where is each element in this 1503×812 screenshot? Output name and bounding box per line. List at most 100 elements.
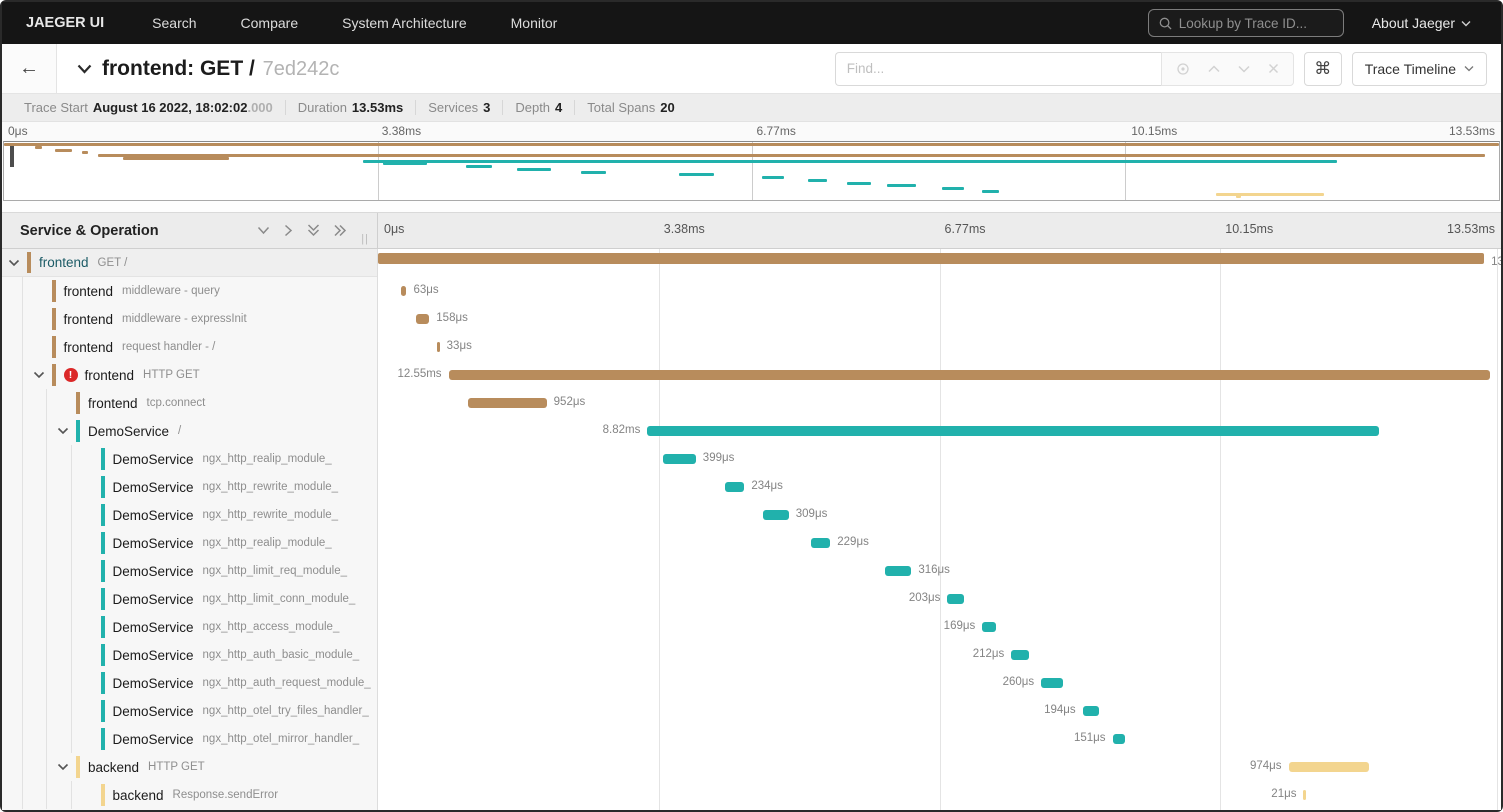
span-row-label[interactable]: DemoService ngx_http_realip_module_ xyxy=(2,529,377,557)
span-row-timeline[interactable]: 8.82ms xyxy=(378,417,1501,445)
indent-guide xyxy=(21,697,23,725)
find-prev-icon[interactable] xyxy=(1208,64,1220,73)
span-duration-bar[interactable] xyxy=(436,342,440,352)
trace-lookup-input[interactable]: Lookup by Trace ID... xyxy=(1147,9,1344,37)
span-service-name: frontend xyxy=(63,283,114,299)
chevron-down-icon[interactable] xyxy=(33,371,45,379)
chevron-down-icon[interactable] xyxy=(57,427,69,435)
expand-all-icon[interactable] xyxy=(334,224,347,237)
span-row-timeline[interactable]: 212μs xyxy=(378,641,1501,669)
find-next-icon[interactable] xyxy=(1238,65,1250,73)
span-duration-bar[interactable] xyxy=(378,253,1485,264)
span-duration-label: 952μs xyxy=(553,396,586,408)
span-row-timeline[interactable]: 194μs xyxy=(378,697,1501,725)
nav-item-system-architecture[interactable]: System Architecture xyxy=(342,15,467,31)
span-row-timeline[interactable]: 229μs xyxy=(378,529,1501,557)
span-row-timeline[interactable]: 234μs xyxy=(378,473,1501,501)
span-row-label[interactable]: DemoService ngx_http_otel_try_files_handl… xyxy=(2,697,377,725)
span-row-label[interactable]: DemoService ngx_http_otel_mirror_handler_ xyxy=(2,725,377,753)
span-row-label[interactable]: DemoService ngx_http_realip_module_ xyxy=(2,445,377,473)
span-row-label[interactable]: backend Response.sendError xyxy=(2,781,377,809)
span-row-label[interactable]: ! frontend HTTP GET xyxy=(2,361,377,389)
span-duration-bar[interactable] xyxy=(724,482,745,492)
span-row-label[interactable]: DemoService ngx_http_limit_conn_module_ xyxy=(2,585,377,613)
span-row-label[interactable]: frontend request handler - / xyxy=(2,333,377,361)
span-duration-bar[interactable] xyxy=(1082,706,1099,716)
span-duration-label: 158μs xyxy=(436,312,468,324)
minimap-span-bar xyxy=(54,148,73,152)
span-row-timeline[interactable]: 399μs xyxy=(378,445,1501,473)
span-row-label[interactable]: frontend middleware - query xyxy=(2,277,377,305)
span-row-timeline[interactable]: 158μs xyxy=(378,305,1501,333)
span-row-label[interactable]: DemoService ngx_http_rewrite_module_ xyxy=(2,501,377,529)
clear-find-icon[interactable] xyxy=(1268,63,1279,74)
span-duration-bar[interactable] xyxy=(1112,734,1126,744)
nav-item-monitor[interactable]: Monitor xyxy=(510,15,558,31)
span-duration-bar[interactable] xyxy=(1041,678,1063,688)
span-row-timeline[interactable]: 12.55ms xyxy=(378,361,1501,389)
column-resize-handle[interactable]: || xyxy=(361,233,369,245)
collapse-all-icon[interactable] xyxy=(307,224,320,237)
about-jaeger-menu[interactable]: About Jaeger xyxy=(1372,15,1471,31)
span-duration-bar[interactable] xyxy=(947,594,965,604)
span-duration-bar[interactable] xyxy=(811,538,831,548)
chevron-down-icon[interactable] xyxy=(57,763,69,771)
span-row-timeline[interactable]: 13.53ms xyxy=(378,249,1501,277)
minimap-drag-handle[interactable] xyxy=(10,143,14,167)
minimap-span-bar xyxy=(580,170,607,174)
span-color-bar xyxy=(100,672,105,694)
span-row-timeline[interactable]: 169μs xyxy=(378,613,1501,641)
span-row-label[interactable]: frontend GET / xyxy=(2,249,377,277)
keyboard-shortcuts-button[interactable]: ⌘ xyxy=(1303,51,1342,86)
expand-one-icon[interactable] xyxy=(284,224,293,237)
span-row-label[interactable]: backend HTTP GET xyxy=(2,753,377,781)
collapse-trace-chevron-icon[interactable] xyxy=(77,64,92,74)
span-duration-bar[interactable] xyxy=(647,426,1380,436)
span-row-timeline[interactable]: 309μs xyxy=(378,501,1501,529)
span-row-label[interactable]: DemoService ngx_http_auth_request_module_ xyxy=(2,669,377,697)
span-duration-label: 260μs xyxy=(1002,676,1035,688)
nav-item-compare[interactable]: Compare xyxy=(240,15,299,31)
span-row-label[interactable]: DemoService ngx_http_access_module_ xyxy=(2,613,377,641)
chevron-down-icon[interactable] xyxy=(8,259,20,267)
span-row-timeline[interactable]: 260μs xyxy=(378,669,1501,697)
span-operation-name: ngx_http_rewrite_module_ xyxy=(202,509,339,521)
span-duration-label: 33μs xyxy=(446,340,472,352)
span-row-label[interactable]: frontend middleware - expressInit xyxy=(2,305,377,333)
span-duration-bar[interactable] xyxy=(1303,790,1306,800)
span-row-label[interactable]: DemoService ngx_http_limit_req_module_ xyxy=(2,557,377,585)
find-input[interactable] xyxy=(834,51,1161,86)
trace-view-selector[interactable]: Trace Timeline xyxy=(1351,51,1487,86)
span-duration-bar[interactable] xyxy=(1011,650,1029,660)
span-row-timeline[interactable]: 316μs xyxy=(378,557,1501,585)
span-color-bar xyxy=(100,504,105,526)
nav-item-search[interactable]: Search xyxy=(152,15,197,31)
span-duration-bar[interactable] xyxy=(885,566,912,576)
span-row-timeline[interactable]: 63μs xyxy=(378,277,1501,305)
span-row-timeline[interactable]: 33μs xyxy=(378,333,1501,361)
span-row-timeline[interactable]: 203μs xyxy=(378,585,1501,613)
span-row-label[interactable]: frontend tcp.connect xyxy=(2,389,377,417)
span-duration-bar[interactable] xyxy=(662,454,696,464)
span-row-label[interactable]: DemoService ngx_http_auth_basic_module_ xyxy=(2,641,377,669)
span-duration-bar[interactable] xyxy=(1288,762,1370,772)
span-row-timeline[interactable]: 952μs xyxy=(378,389,1501,417)
span-duration-bar[interactable] xyxy=(763,510,789,520)
span-duration-bar[interactable] xyxy=(401,286,407,296)
locate-icon[interactable] xyxy=(1176,62,1190,76)
span-row-label[interactable]: DemoService ngx_http_rewrite_module_ xyxy=(2,473,377,501)
span-row-timeline[interactable]: 21μs xyxy=(378,781,1501,809)
minimap-canvas[interactable] xyxy=(3,141,1500,201)
span-row-timeline[interactable]: 974μs xyxy=(378,753,1501,781)
app-logo[interactable]: JAEGER UI xyxy=(26,15,105,31)
span-row-label[interactable]: DemoService / xyxy=(2,417,377,445)
back-button[interactable]: ← xyxy=(2,44,57,93)
back-arrow-icon: ← xyxy=(19,57,39,79)
collapse-one-icon[interactable] xyxy=(257,226,270,235)
span-duration-bar[interactable] xyxy=(982,622,997,632)
indent-guide xyxy=(70,725,72,753)
span-duration-bar[interactable] xyxy=(448,370,1491,380)
span-duration-bar[interactable] xyxy=(467,398,547,408)
span-row-timeline[interactable]: 151μs xyxy=(378,725,1501,753)
span-duration-bar[interactable] xyxy=(416,314,430,324)
